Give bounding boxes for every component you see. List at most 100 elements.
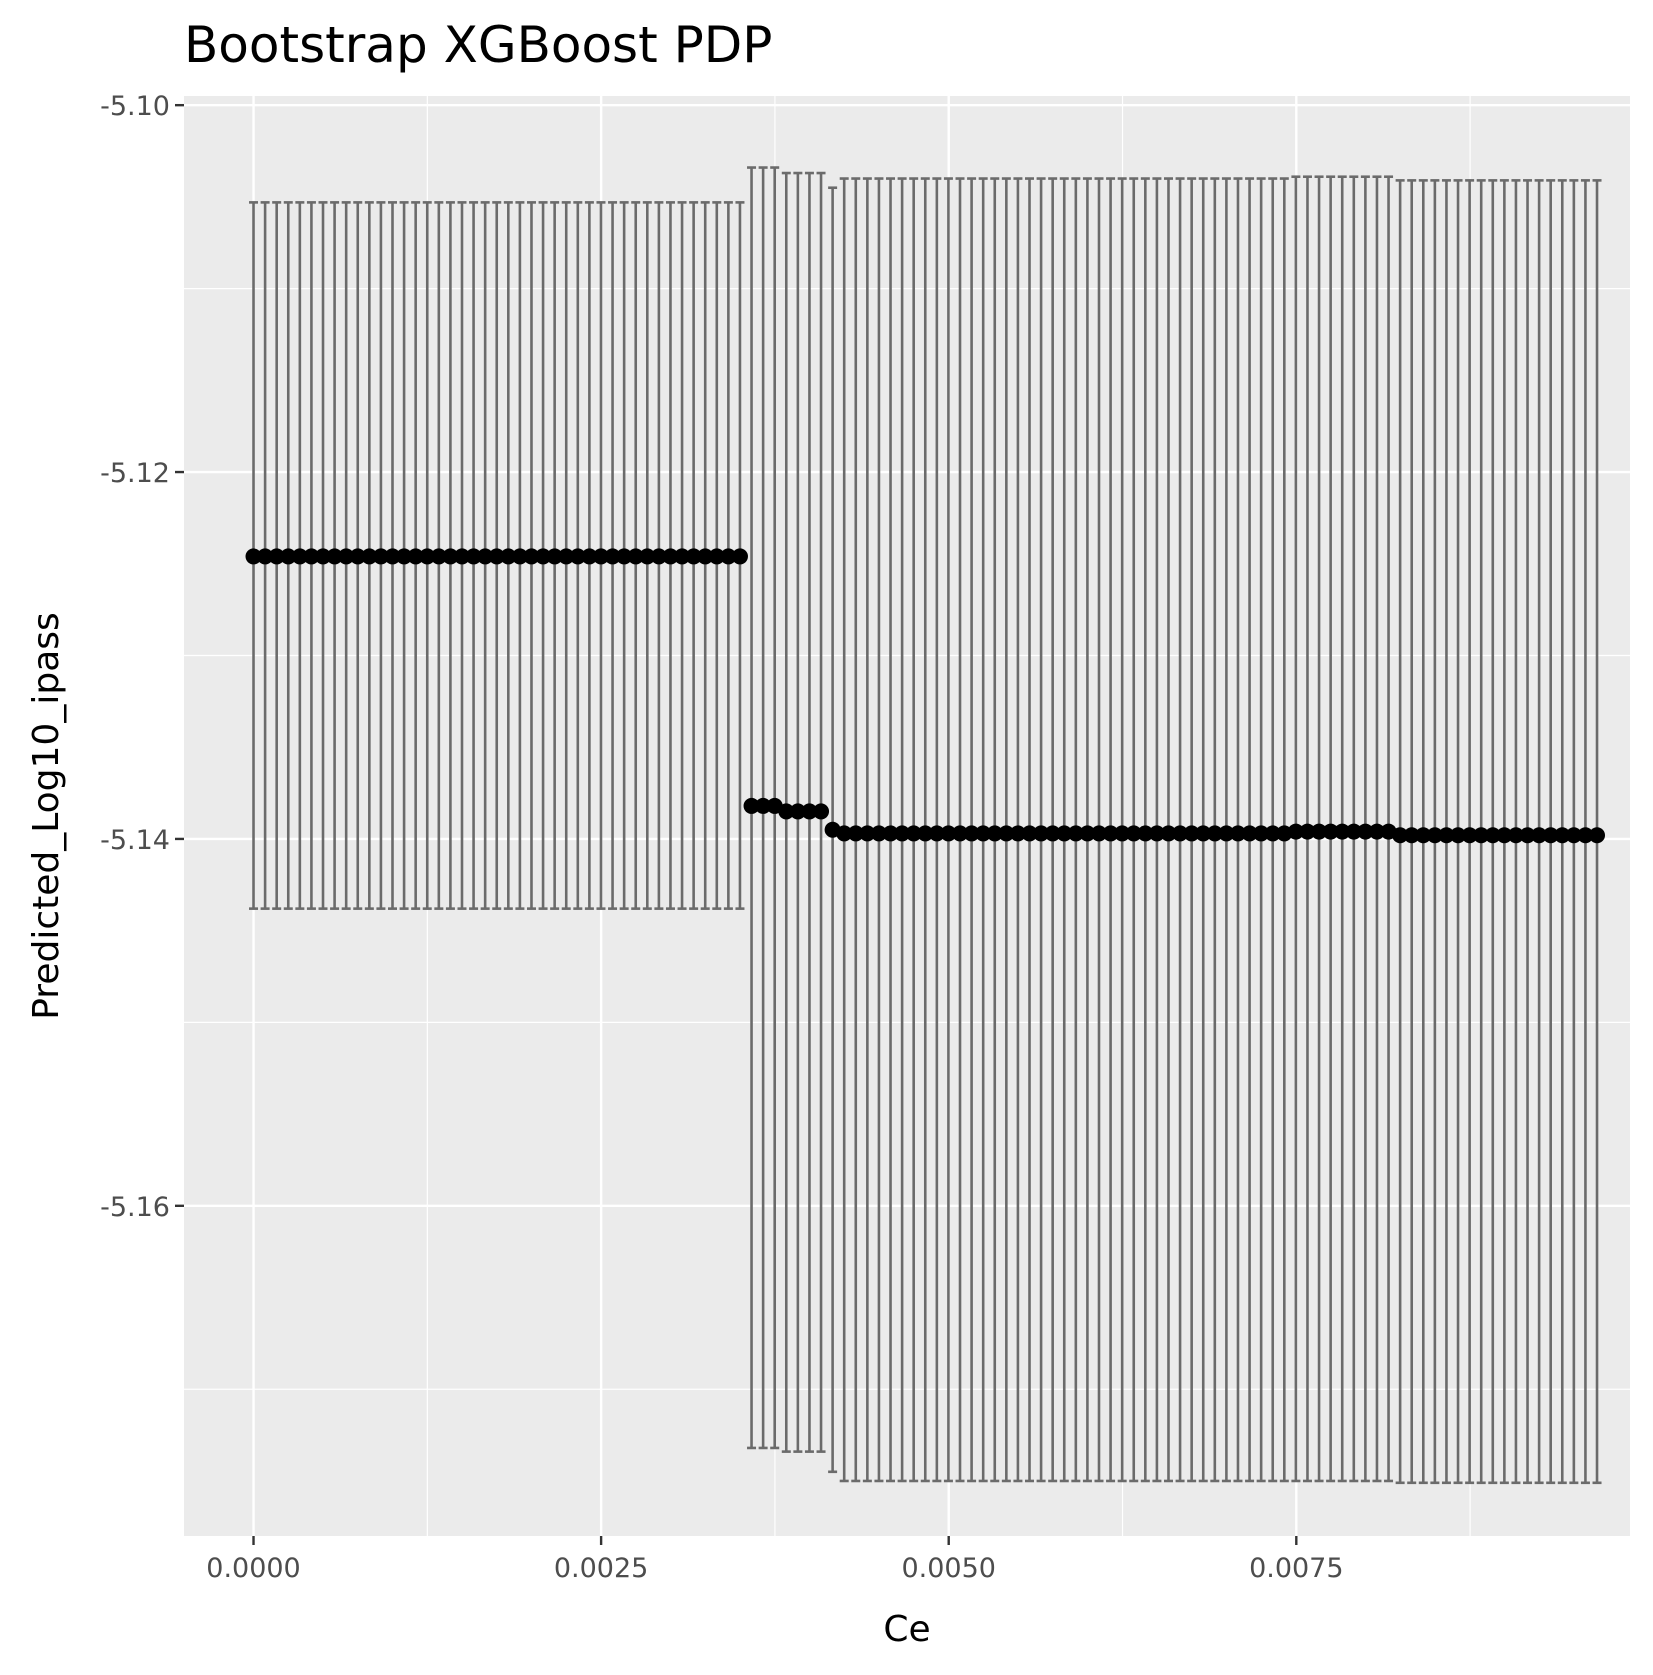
data-point xyxy=(1090,825,1107,842)
data-point xyxy=(511,548,528,565)
data-point xyxy=(882,825,899,842)
data-point xyxy=(1114,825,1131,842)
data-point xyxy=(535,548,552,565)
data-point xyxy=(361,548,378,565)
y-axis-label: Predicted_Log10_ipass xyxy=(26,612,67,1020)
data-point xyxy=(1345,823,1362,840)
y-tick-label: -5.12 xyxy=(100,458,170,489)
data-point xyxy=(384,548,401,565)
chart-title: Bootstrap XGBoost PDP xyxy=(184,16,772,74)
data-point xyxy=(662,548,679,565)
y-tick-label: -5.10 xyxy=(100,91,170,122)
data-point xyxy=(315,548,332,565)
data-point xyxy=(813,803,830,820)
data-point xyxy=(975,825,992,842)
data-point xyxy=(1229,825,1246,842)
data-point xyxy=(569,548,586,565)
data-point xyxy=(1287,823,1304,840)
data-point xyxy=(477,548,494,565)
x-tick-label: 0.0025 xyxy=(554,1553,648,1584)
data-point xyxy=(1148,825,1165,842)
data-point xyxy=(1102,825,1119,842)
data-point xyxy=(257,548,274,565)
data-point xyxy=(326,548,343,565)
data-point xyxy=(801,803,818,820)
data-point xyxy=(1160,825,1177,842)
data-point xyxy=(442,548,459,565)
data-point xyxy=(280,548,297,565)
x-tick-label: 0.0000 xyxy=(206,1553,300,1584)
data-point xyxy=(940,825,957,842)
data-points xyxy=(245,548,1606,844)
data-point xyxy=(1044,825,1061,842)
data-point xyxy=(303,548,320,565)
data-point xyxy=(465,548,482,565)
data-point xyxy=(685,548,702,565)
data-point xyxy=(650,548,667,565)
data-point xyxy=(836,825,853,842)
data-point xyxy=(419,548,436,565)
data-point xyxy=(546,548,563,565)
data-point xyxy=(1172,825,1189,842)
data-point xyxy=(245,548,262,565)
data-point xyxy=(604,548,621,565)
data-point xyxy=(639,548,656,565)
data-point xyxy=(1403,827,1420,844)
data-point xyxy=(349,548,366,565)
data-point xyxy=(1392,827,1409,844)
data-point xyxy=(1334,823,1351,840)
data-point xyxy=(917,825,934,842)
data-point xyxy=(1415,827,1432,844)
data-point xyxy=(1519,827,1536,844)
data-point xyxy=(1496,827,1513,844)
x-tick-label: 0.0075 xyxy=(1249,1553,1343,1584)
data-point xyxy=(1554,827,1571,844)
data-point xyxy=(1438,827,1455,844)
data-point xyxy=(847,825,864,842)
data-point xyxy=(1473,827,1490,844)
data-point xyxy=(986,825,1003,842)
data-point xyxy=(488,548,505,565)
data-point xyxy=(1264,825,1281,842)
data-point xyxy=(697,548,714,565)
data-point xyxy=(1507,827,1524,844)
data-point xyxy=(592,548,609,565)
data-point xyxy=(1531,827,1548,844)
data-point xyxy=(1450,827,1467,844)
data-point xyxy=(952,825,969,842)
data-point xyxy=(558,548,575,565)
data-point xyxy=(1195,825,1212,842)
data-point xyxy=(616,548,633,565)
data-point xyxy=(743,797,760,814)
data-point xyxy=(1253,825,1270,842)
plot-panel xyxy=(184,96,1630,1536)
data-point xyxy=(500,548,517,565)
y-tick-label: -5.14 xyxy=(100,825,170,856)
data-point xyxy=(859,825,876,842)
data-point xyxy=(905,825,922,842)
data-point xyxy=(1183,825,1200,842)
data-point xyxy=(627,548,644,565)
data-point xyxy=(291,548,308,565)
data-point xyxy=(720,548,737,565)
data-point xyxy=(372,548,389,565)
data-point xyxy=(1565,827,1582,844)
data-point xyxy=(998,825,1015,842)
data-point xyxy=(1137,825,1154,842)
data-point xyxy=(430,548,447,565)
data-point xyxy=(1067,825,1084,842)
x-axis-label: Ce xyxy=(883,1609,930,1650)
data-point xyxy=(778,803,795,820)
data-point xyxy=(1484,827,1501,844)
data-point xyxy=(453,548,470,565)
data-point xyxy=(963,825,980,842)
data-point xyxy=(1368,823,1385,840)
data-point xyxy=(1125,825,1142,842)
data-point xyxy=(789,803,806,820)
data-point xyxy=(1079,825,1096,842)
data-point xyxy=(1033,825,1050,842)
data-point xyxy=(870,825,887,842)
data-point xyxy=(928,825,945,842)
data-point xyxy=(1206,825,1223,842)
